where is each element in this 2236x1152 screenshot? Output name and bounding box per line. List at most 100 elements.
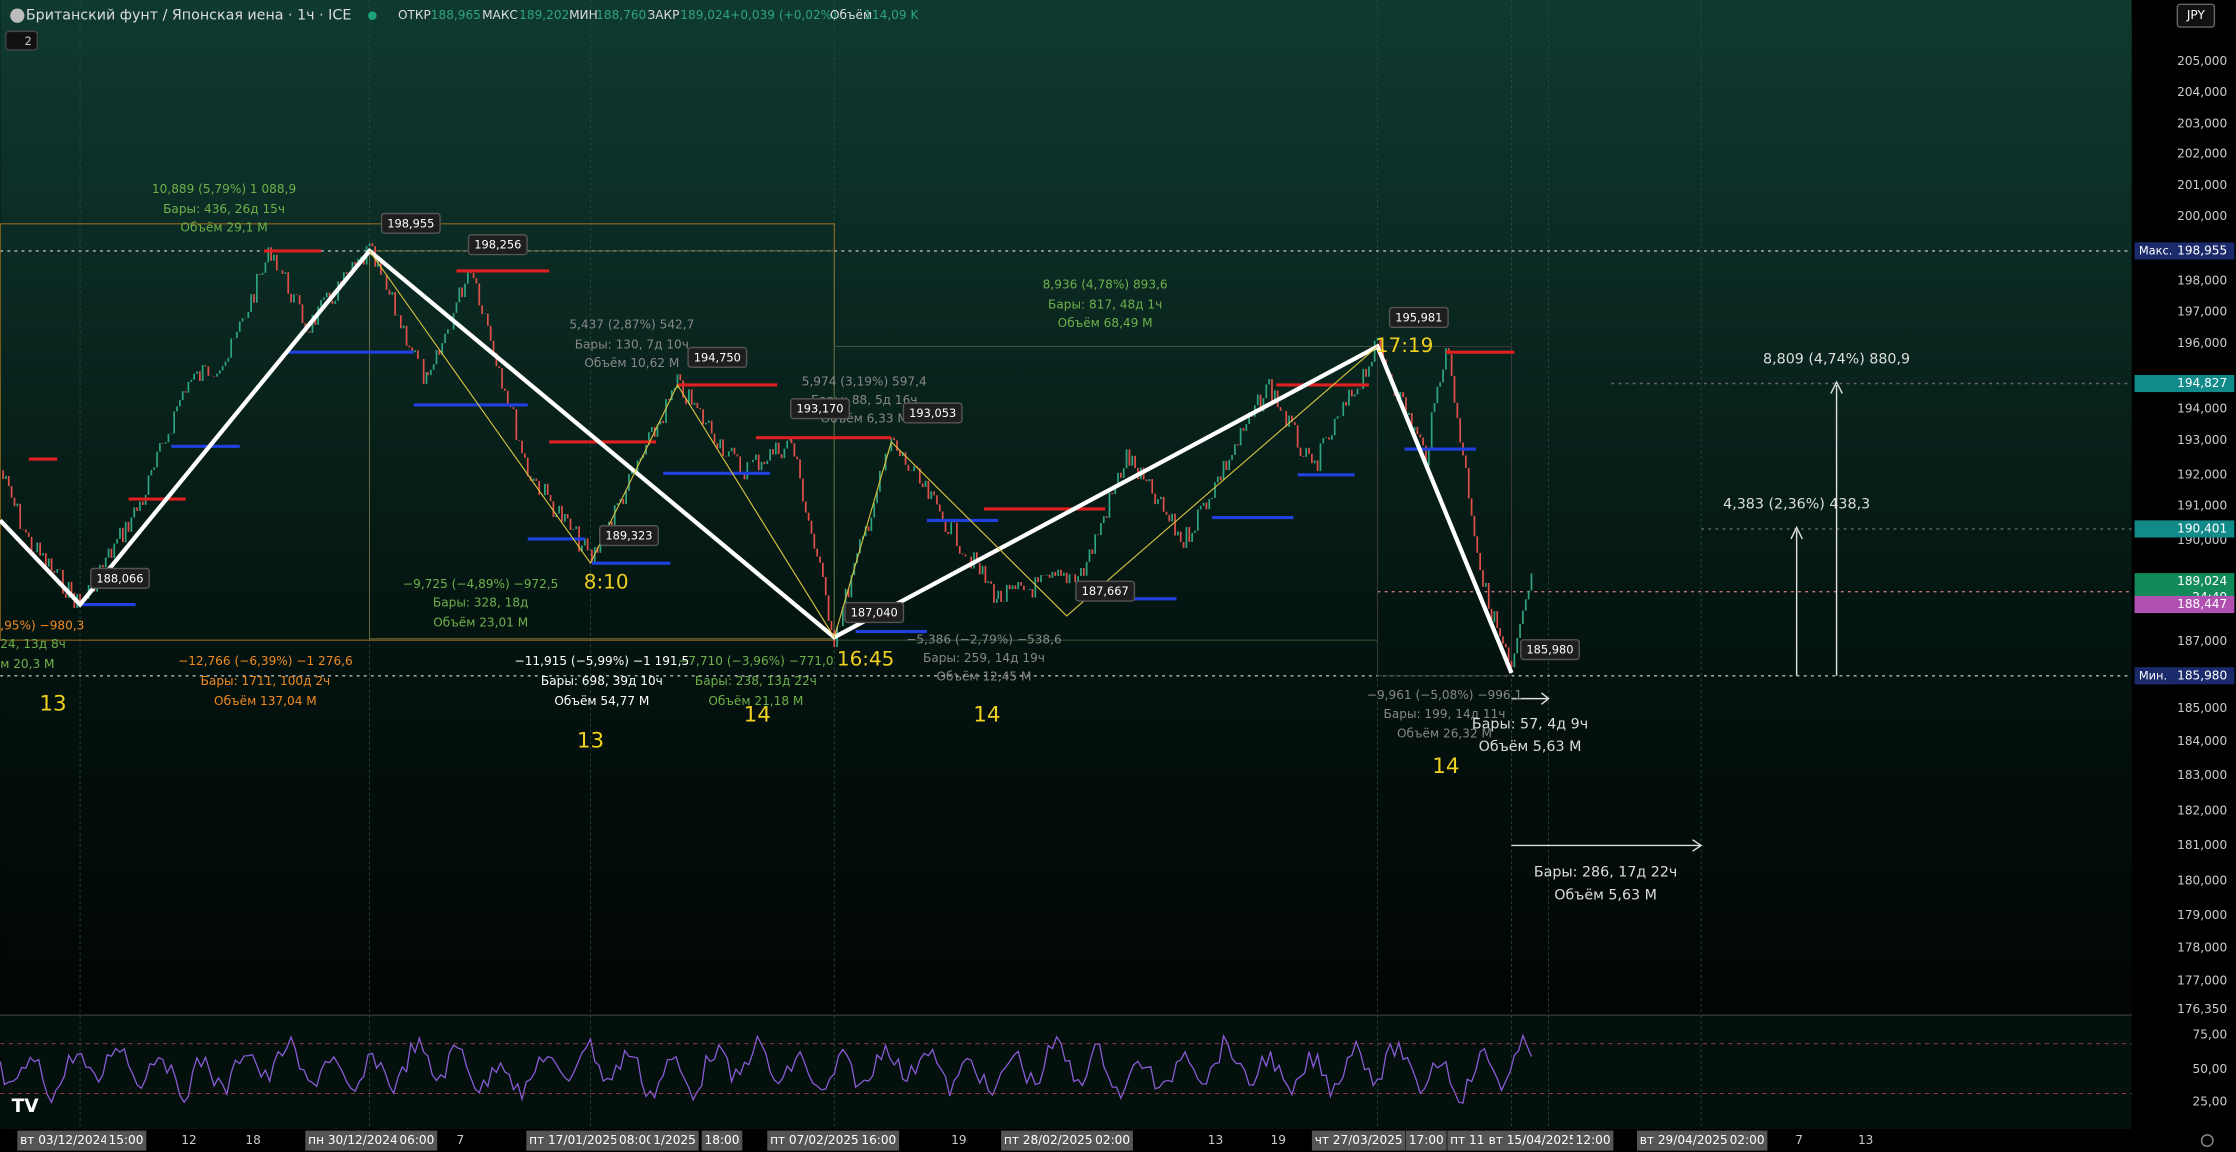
price-axis-label: 182,000 bbox=[2177, 804, 2227, 818]
time-axis-label: вт 15/04/2025 bbox=[1489, 1133, 1577, 1147]
currency-button[interactable] bbox=[2176, 3, 2216, 28]
annotation: 5,437 (2,87%) 542,7 bbox=[569, 318, 694, 332]
price-badge bbox=[2134, 520, 2235, 538]
price-axis-label: 176,350 bbox=[2177, 1002, 2227, 1016]
price-axis-label: 187,000 bbox=[2177, 634, 2227, 648]
time-axis-label: вт 29/04/2025 bbox=[1640, 1133, 1728, 1147]
annotation: Объём 23,01 M bbox=[433, 616, 528, 630]
annotation: 5,974 (3,19%) 597,4 bbox=[802, 375, 927, 389]
annotation: 16:45 bbox=[837, 647, 895, 671]
annotation: Объём 5,63 M bbox=[1554, 887, 1657, 903]
logo: TV bbox=[12, 1096, 40, 1117]
annotation: −9,725 (−4,89%) −972,5 bbox=[403, 577, 558, 591]
annotation: Объём 26,32 M bbox=[1397, 727, 1492, 741]
header-low-label: МИН bbox=[569, 8, 598, 22]
annotation: 14 bbox=[1432, 754, 1459, 779]
time-axis-highlight bbox=[1485, 1130, 1580, 1151]
rsi-series bbox=[0, 1033, 1533, 1104]
price-callout: 193,170 bbox=[796, 402, 843, 416]
price-axis-label: 196,000 bbox=[2177, 336, 2227, 350]
range-boxes bbox=[0, 223, 1513, 677]
price-axis-label: 198,000 bbox=[2177, 273, 2227, 287]
header-open-label: ОТКР bbox=[398, 8, 431, 22]
annotation: Бары: 1711, 100д 2ч bbox=[201, 674, 331, 688]
callout-box bbox=[790, 398, 850, 420]
header-low: 188,760 bbox=[596, 8, 646, 22]
time-axis-label: 13 bbox=[1208, 1133, 1223, 1147]
time-axis-label: 7 bbox=[1795, 1133, 1803, 1147]
time-axis-label: 17:00 bbox=[1409, 1133, 1444, 1147]
annotation: 13 bbox=[577, 728, 604, 753]
price-axis-label: 184,000 bbox=[2177, 734, 2227, 748]
annotation: −7,710 (−3,96%) −771,0 bbox=[678, 654, 833, 668]
header-high: 189,202 bbox=[519, 8, 569, 22]
header-change: +0,039 (+0,02%) bbox=[730, 8, 837, 22]
time-axis-label: пн 30/12/2024 bbox=[308, 1133, 398, 1147]
price-badge-value: 189,024 bbox=[2177, 574, 2227, 588]
price-callout: 189,323 bbox=[605, 529, 652, 543]
annotation: Объём 54,77 M bbox=[554, 694, 649, 708]
price-callout: 187,667 bbox=[1082, 584, 1129, 598]
annotation: 14 bbox=[973, 703, 1000, 728]
annotation: Бары: 130, 7д 10ч bbox=[575, 338, 689, 352]
header-volume-label: Объём bbox=[830, 8, 872, 22]
annotation: 8,809 (4,74%) 880,9 bbox=[1763, 351, 1910, 367]
price-axis-label: 179,000 bbox=[2177, 908, 2227, 922]
annotation: Бары: 57, 4д 9ч bbox=[1472, 716, 1588, 732]
time-axis-label: 02:00 bbox=[1095, 1133, 1130, 1147]
header-open: 188,965 bbox=[431, 8, 481, 22]
time-axis-label: 1/2025 bbox=[653, 1133, 696, 1147]
time-axis-highlight bbox=[1726, 1130, 1768, 1151]
annotation: Объём 137,04 M bbox=[214, 694, 317, 708]
callout-box bbox=[1520, 639, 1580, 661]
annotation: ,95%) −980,3 bbox=[0, 618, 84, 632]
annotation: 10,889 (5,79%) 1 088,9 bbox=[152, 182, 296, 196]
time-axis-highlight bbox=[1311, 1130, 1406, 1151]
callout-box bbox=[380, 212, 441, 234]
time-axis-highlight bbox=[767, 1130, 862, 1151]
annotation: 24, 13д 8ч bbox=[0, 637, 66, 651]
time-axis-label: 16:00 bbox=[861, 1133, 896, 1147]
time-axis-label: пт 11 bbox=[1450, 1133, 1484, 1147]
price-callout: 194,750 bbox=[694, 350, 741, 364]
currency-label: JPY bbox=[2186, 8, 2206, 22]
time-axis-label: 06:00 bbox=[399, 1133, 434, 1147]
annotation: 8:10 bbox=[584, 570, 629, 594]
price-badge-value: 194,827 bbox=[2177, 376, 2227, 390]
annotation: Бары: 328, 18д bbox=[433, 596, 529, 610]
annotation: Бары: 259, 14д 19ч bbox=[923, 651, 1045, 665]
settings-icon[interactable] bbox=[2200, 1134, 2214, 1148]
price-badge-label: Мин. bbox=[2139, 668, 2167, 682]
header-volume: 114,09 K bbox=[864, 8, 919, 22]
time-axis-label: 18:00 bbox=[705, 1133, 740, 1147]
time-axis-label: 02:00 bbox=[1730, 1133, 1765, 1147]
time-axis-highlight bbox=[396, 1130, 438, 1151]
measure-arrows bbox=[1511, 380, 1843, 852]
price-callout: 198,955 bbox=[387, 216, 434, 230]
annotation: Объём 21,18 M bbox=[708, 694, 803, 708]
time-axis-highlight bbox=[650, 1130, 699, 1151]
time-axis-label: 12 bbox=[181, 1133, 196, 1147]
price-badge-value: 188,447 bbox=[2177, 597, 2227, 611]
time-axis-highlight bbox=[701, 1130, 743, 1151]
price-axis-label: 180,000 bbox=[2177, 874, 2227, 888]
time-axis-label: 19 bbox=[1271, 1133, 1286, 1147]
price-axis-label: 202,000 bbox=[2177, 146, 2227, 160]
annotation: Объём 10,62 M bbox=[584, 356, 679, 370]
price-badge-tag bbox=[2134, 242, 2175, 260]
annotation: Объём 12,45 M bbox=[936, 670, 1031, 684]
price-callout: 198,256 bbox=[474, 238, 521, 252]
price-axis-label: 181,000 bbox=[2177, 838, 2227, 852]
time-axis-highlight bbox=[305, 1130, 401, 1151]
rsi-axis-label: 25,00 bbox=[2193, 1095, 2228, 1109]
indicators-count: 2 bbox=[24, 34, 31, 48]
callout-box bbox=[902, 402, 963, 424]
price-callout: 193,053 bbox=[909, 406, 956, 420]
annotation: Бары: 817, 48д 1ч bbox=[1048, 298, 1162, 312]
sub-zigzag bbox=[369, 250, 1378, 639]
indicators-toggle[interactable] bbox=[5, 30, 39, 51]
annotation: Бары: 436, 26д 15ч bbox=[163, 202, 285, 216]
header-close-label: ЗАКР bbox=[648, 8, 680, 22]
